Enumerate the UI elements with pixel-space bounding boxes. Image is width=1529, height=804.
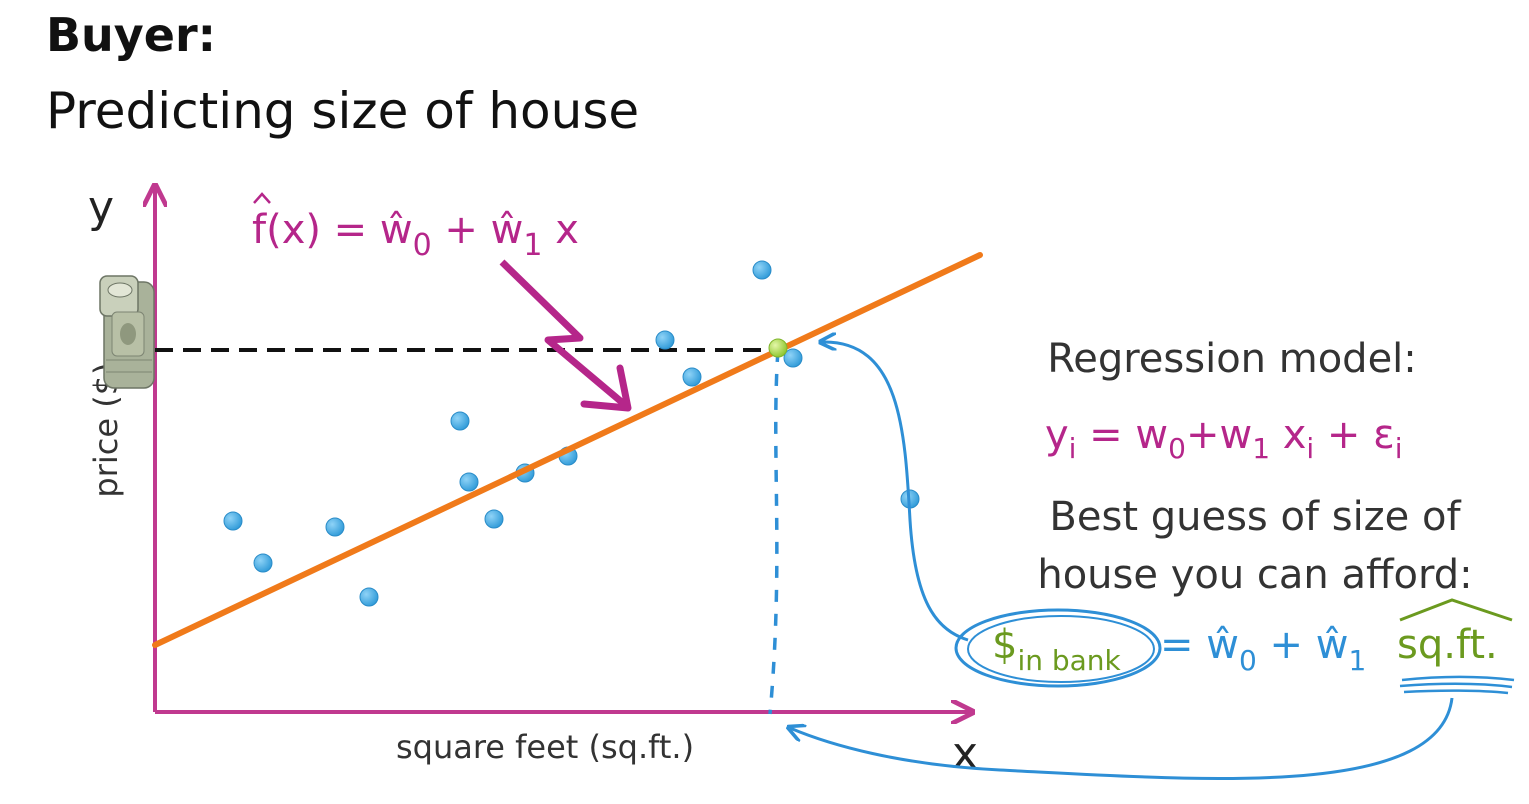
fitted-line-label: f(x) = ŵ0 + ŵ1 x [252, 207, 579, 263]
dollar-highlight-circle [954, 608, 1162, 688]
money-roll-icon [99, 275, 155, 389]
data-point [253, 553, 273, 573]
data-point [459, 472, 479, 492]
sqft-underline [1399, 675, 1515, 695]
slide-title: Buyer: [46, 8, 217, 62]
prediction-point [768, 338, 788, 358]
data-point [450, 411, 470, 431]
x-axis-label: square feet (sq.ft.) [396, 728, 694, 766]
data-point [325, 517, 345, 537]
fitted-line [152, 252, 983, 648]
data-point [682, 367, 702, 387]
inverse-equation: = ŵ0 + ŵ1 [1160, 622, 1366, 677]
data-point [223, 511, 243, 531]
label-pointer-arrow [499, 259, 632, 412]
annotation-arrow-to-point [822, 342, 969, 642]
regression-equation: yi = w0+w1 xi + εi [1045, 412, 1403, 465]
y-axis-letter: y [88, 182, 114, 233]
slide-subtitle: Predicting size of house [46, 82, 640, 140]
data-point [655, 330, 675, 350]
annotation-arrow-to-axis [790, 697, 1454, 781]
x-axis-letter: x [952, 728, 978, 779]
f-hat-accent [253, 192, 271, 204]
data-point [484, 509, 504, 529]
regression-model-title: Regression model: [1047, 336, 1417, 382]
dollar-highlight-circle-inner [967, 615, 1155, 683]
best-guess-line-1: Best guess of size of [1049, 494, 1461, 540]
data-points [223, 260, 920, 607]
data-point [783, 348, 803, 368]
sqft-hat [1399, 598, 1513, 622]
prediction-drop-line [768, 349, 780, 715]
data-point [752, 260, 772, 280]
dollar-in-bank: $in bank [992, 622, 1122, 677]
sqft-estimate: sq.ft. [1397, 622, 1498, 668]
best-guess-line-2: house you can afford: [1037, 552, 1472, 598]
data-point [359, 587, 379, 607]
